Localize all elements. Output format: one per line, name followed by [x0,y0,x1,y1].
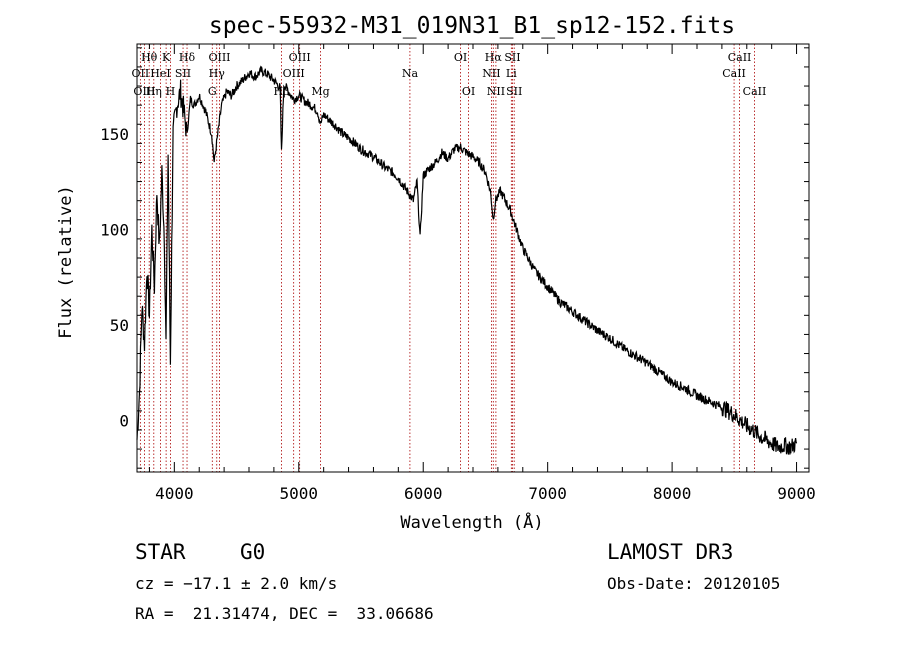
y-tick-label-2: 100 [100,220,129,239]
line-label-11: G [208,85,217,98]
line-label-24: SII [506,85,522,98]
x-tick-label-0: 4000 [155,484,194,503]
y-tick-label-3: 150 [100,125,129,144]
line-label-1: OII [132,67,150,80]
line-label-4: HeI [150,67,170,80]
y-tick-label-0: 0 [119,411,129,430]
y-axis-ticks: 0 50 100 150 [100,47,809,469]
y-axis-label: Flux (relative) [56,185,76,339]
line-label-16: Na [402,67,419,80]
sky-coordinates: RA = 21.31474, DEC = 33.06686 [135,604,434,623]
redshift-velocity: cz = −17.1 ± 2.0 km/s [135,574,338,593]
line-label-15: Mg [311,85,329,98]
line-label-5: K [162,51,171,64]
line-label-27: CaII [743,85,767,98]
x-tick-label-4: 8000 [653,484,692,503]
y-tick-label-1: 50 [110,316,129,335]
chart-title: spec-55932-M31_019N31_B1_sp12-152.fits [209,13,735,39]
x-tick-label-2: 6000 [404,484,443,503]
line-label-25: CaII [728,51,752,64]
object-subclass: G0 [240,540,266,564]
x-tick-label-5: 9000 [777,484,816,503]
line-label-3: Hη [146,85,162,98]
line-label-18: OI [462,85,475,98]
line-label-22: SII [504,51,520,64]
x-tick-label-1: 5000 [280,484,319,503]
x-tick-label-3: 7000 [528,484,567,503]
line-label-17: OI [454,51,467,64]
line-label-21: NII [487,85,505,98]
line-label-2: OIII [133,85,155,98]
line-label-23: Li [506,67,517,80]
line-label-13: OIII [289,51,311,64]
line-label-20: NII [482,67,500,80]
line-label-7: SII [175,67,191,80]
observation-date: Obs-Date: 20120105 [607,574,781,593]
line-label-0: Hθ [141,51,158,64]
line-label-19: Hα [485,51,503,64]
spectrum-line [136,65,798,455]
plot-frame [136,43,810,473]
line-label-8: Hδ [179,51,196,64]
line-label-26: CaII [722,67,746,80]
x-axis-ticks: 4000 5000 6000 7000 8000 9000 [148,44,816,503]
line-label-9: OIII [208,51,230,64]
line-label-14: OIII [283,67,305,80]
line-label-6: H [166,85,176,98]
emission-line-markers [139,44,755,472]
x-axis-label: Wavelength (Å) [400,511,543,533]
object-class: STAR [135,540,186,564]
survey-name: LAMOST DR3 [607,540,734,564]
line-label-10: Hγ [209,67,226,80]
